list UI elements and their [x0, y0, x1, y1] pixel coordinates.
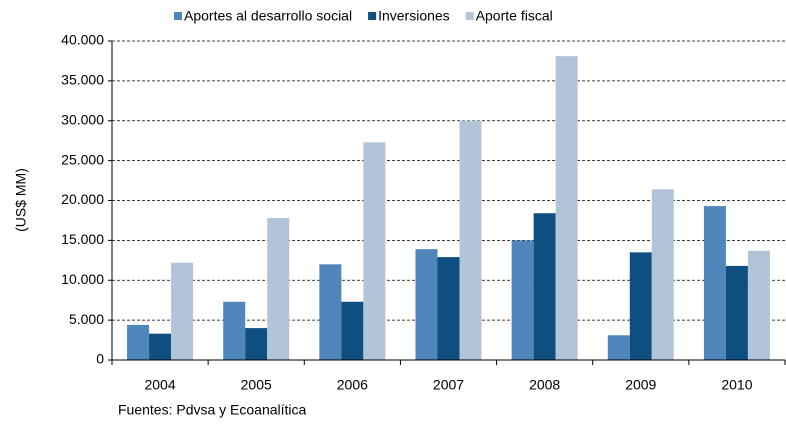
- legend-swatch: [174, 12, 182, 20]
- bar: [127, 324, 150, 360]
- bar: [223, 301, 246, 360]
- bar: [267, 218, 290, 360]
- bar: [703, 206, 726, 360]
- legend-swatch: [465, 12, 474, 20]
- bar: [319, 264, 342, 360]
- legend-label: Inversiones: [378, 8, 450, 24]
- bar: [511, 240, 534, 360]
- y-axis-label: (US$ MM): [13, 168, 29, 232]
- bar: [725, 265, 748, 360]
- legend-swatch: [368, 12, 377, 20]
- y-tick-label: 35.000: [61, 72, 104, 88]
- bar: [171, 262, 194, 360]
- y-tick-label: 30.000: [61, 111, 104, 127]
- bar: [747, 250, 770, 360]
- legend-label: Aporte fiscal: [476, 8, 553, 24]
- bar: [437, 257, 460, 360]
- bar: [629, 252, 652, 360]
- x-tick-label: 2004: [144, 377, 175, 393]
- y-tick-label: 5.000: [69, 311, 104, 327]
- bar: [149, 333, 172, 360]
- y-tick-label: 0: [96, 351, 104, 367]
- x-tick-label: 2008: [529, 377, 560, 393]
- x-tick-label: 2005: [241, 377, 272, 393]
- bar: [363, 142, 386, 360]
- bar: [415, 249, 438, 360]
- bar: [607, 335, 630, 360]
- y-tick-label: 25.000: [61, 151, 104, 167]
- bar: [651, 189, 674, 360]
- bar: [459, 120, 482, 360]
- x-tick-label: 2010: [721, 377, 752, 393]
- legend-label: Aportes al desarrollo social: [184, 8, 352, 24]
- y-tick-label: 10.000: [61, 271, 104, 287]
- x-tick-label: 2006: [337, 377, 368, 393]
- x-tick-label: 2009: [625, 377, 656, 393]
- y-tick-label: 20.000: [61, 191, 104, 207]
- x-tick-label: 2007: [433, 377, 464, 393]
- bar: [245, 328, 268, 360]
- bar: [533, 213, 556, 360]
- bar: [555, 56, 578, 361]
- bar: [341, 301, 364, 360]
- y-tick-label: 40.000: [61, 32, 104, 48]
- source-note: Fuentes: Pdvsa y Ecoanalítica: [118, 402, 307, 418]
- y-tick-label: 15.000: [61, 231, 104, 247]
